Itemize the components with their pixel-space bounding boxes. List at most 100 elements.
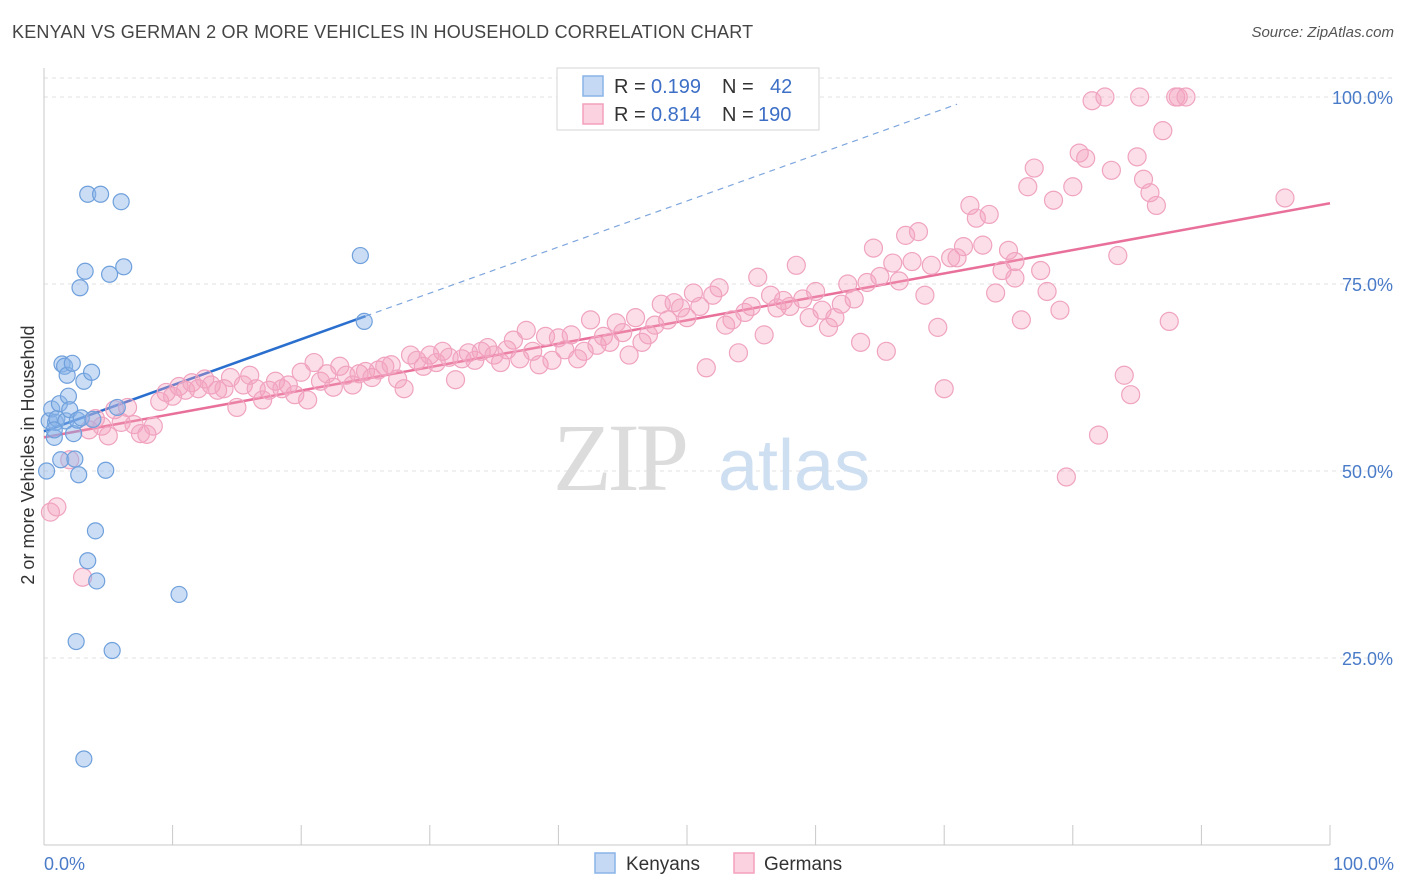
y-tick-label: 75.0%: [1342, 275, 1393, 295]
germans-point: [1101, 160, 1121, 180]
germans-point: [98, 426, 118, 446]
kenyans-point: [86, 522, 105, 540]
legend-r-value-2: 0.814: [651, 104, 701, 126]
x-tick-min: 0.0%: [44, 854, 85, 874]
germans-point: [304, 352, 324, 373]
germans-point: [285, 385, 305, 405]
germans-point: [1127, 147, 1147, 167]
germans-point: [516, 320, 536, 340]
germans-point: [889, 271, 909, 291]
kenyans-point: [75, 750, 93, 768]
germans-point: [1018, 177, 1038, 197]
legend-n-label-2: N =: [722, 104, 754, 126]
germans-point: [568, 349, 588, 369]
source-label: Source: ZipAtlas.com: [1251, 24, 1394, 41]
germans-point: [876, 341, 896, 361]
germans-point: [1159, 311, 1179, 331]
germans-point: [478, 337, 498, 358]
germans-point: [947, 248, 967, 268]
germans-point: [831, 294, 851, 314]
kenyans-trend-extension: [365, 103, 958, 317]
germans-point: [40, 502, 61, 522]
germans-point: [426, 352, 446, 373]
germans-point: [863, 238, 884, 258]
germans-point: [953, 237, 974, 257]
bottom-legend-germans-swatch: [733, 852, 755, 874]
kenyans-point: [37, 462, 56, 480]
kenyans-point: [84, 410, 102, 428]
germans-point: [1146, 195, 1166, 216]
germans-point: [658, 310, 678, 330]
germans-point: [375, 356, 395, 376]
germans-point: [748, 267, 768, 287]
germans-point: [1076, 148, 1096, 168]
legend-n-value-2: 190: [758, 104, 791, 126]
germans-point: [805, 281, 826, 302]
kenyans-point: [76, 262, 94, 280]
germans-point: [818, 317, 839, 337]
germans-point: [1005, 268, 1025, 288]
germans-point: [72, 567, 93, 587]
kenyans-point: [79, 185, 97, 203]
germans-point: [896, 225, 916, 245]
germans-point: [92, 416, 112, 436]
germans-point: [1063, 177, 1083, 197]
kenyans-point: [52, 451, 70, 469]
y-tick-label: 50.0%: [1342, 462, 1393, 482]
germans-point: [362, 367, 382, 388]
germans-point: [1168, 87, 1188, 107]
germans-point: [728, 343, 749, 363]
germans-point: [529, 355, 549, 375]
germans-point: [741, 296, 761, 317]
germans-point: [613, 323, 633, 343]
y-tick-label: 100.0%: [1332, 88, 1393, 108]
legend-n-value-1: 42: [770, 76, 792, 98]
legend-r-label-1: R =: [614, 76, 646, 98]
bottom-legend-kenyans-swatch: [594, 852, 616, 874]
germans-point: [1024, 158, 1044, 178]
watermark-zip: ZIP: [553, 404, 686, 511]
germans-point: [201, 375, 221, 395]
germans-point: [413, 356, 433, 376]
germans-point: [1121, 385, 1141, 405]
germans-point: [921, 255, 941, 275]
kenyans-point: [70, 466, 88, 484]
kenyans-point: [63, 354, 81, 372]
germans-point: [298, 390, 318, 410]
germans-point: [715, 315, 736, 335]
kenyans-point: [59, 387, 78, 405]
germans-point: [323, 377, 343, 397]
kenyans-point: [91, 185, 110, 203]
germans-point: [1088, 425, 1109, 445]
germans-point: [503, 330, 523, 350]
legend-kenyans-swatch: [582, 75, 604, 97]
kenyans-point: [351, 246, 369, 265]
kenyans-point: [97, 461, 115, 479]
germans-point: [388, 369, 408, 389]
germans-point: [1130, 87, 1150, 107]
kenyans-point: [170, 585, 188, 604]
germans-point: [998, 240, 1019, 260]
germans-point: [445, 370, 466, 390]
germans-point: [638, 325, 659, 345]
y-axis-label: 2 or more Vehicles in Household: [18, 325, 38, 584]
germans-point: [1005, 251, 1025, 272]
germans-point: [754, 325, 774, 345]
kenyans-point: [100, 265, 119, 283]
germans-point: [870, 266, 890, 287]
kenyans-point: [112, 193, 130, 211]
kenyans-point: [82, 363, 101, 381]
germans-point: [117, 397, 138, 418]
germans-point: [1275, 188, 1295, 208]
germans-point: [664, 293, 684, 313]
kenyans-point: [67, 632, 85, 651]
germans-point: [233, 375, 253, 395]
germans-point: [484, 345, 504, 365]
kenyans-point: [79, 552, 97, 570]
axes: [43, 68, 1331, 846]
germans-trend-line: [43, 201, 1331, 439]
germans-point: [1037, 281, 1057, 302]
germans-point: [632, 332, 652, 352]
legend-r-value-1: 0.199: [651, 76, 701, 98]
